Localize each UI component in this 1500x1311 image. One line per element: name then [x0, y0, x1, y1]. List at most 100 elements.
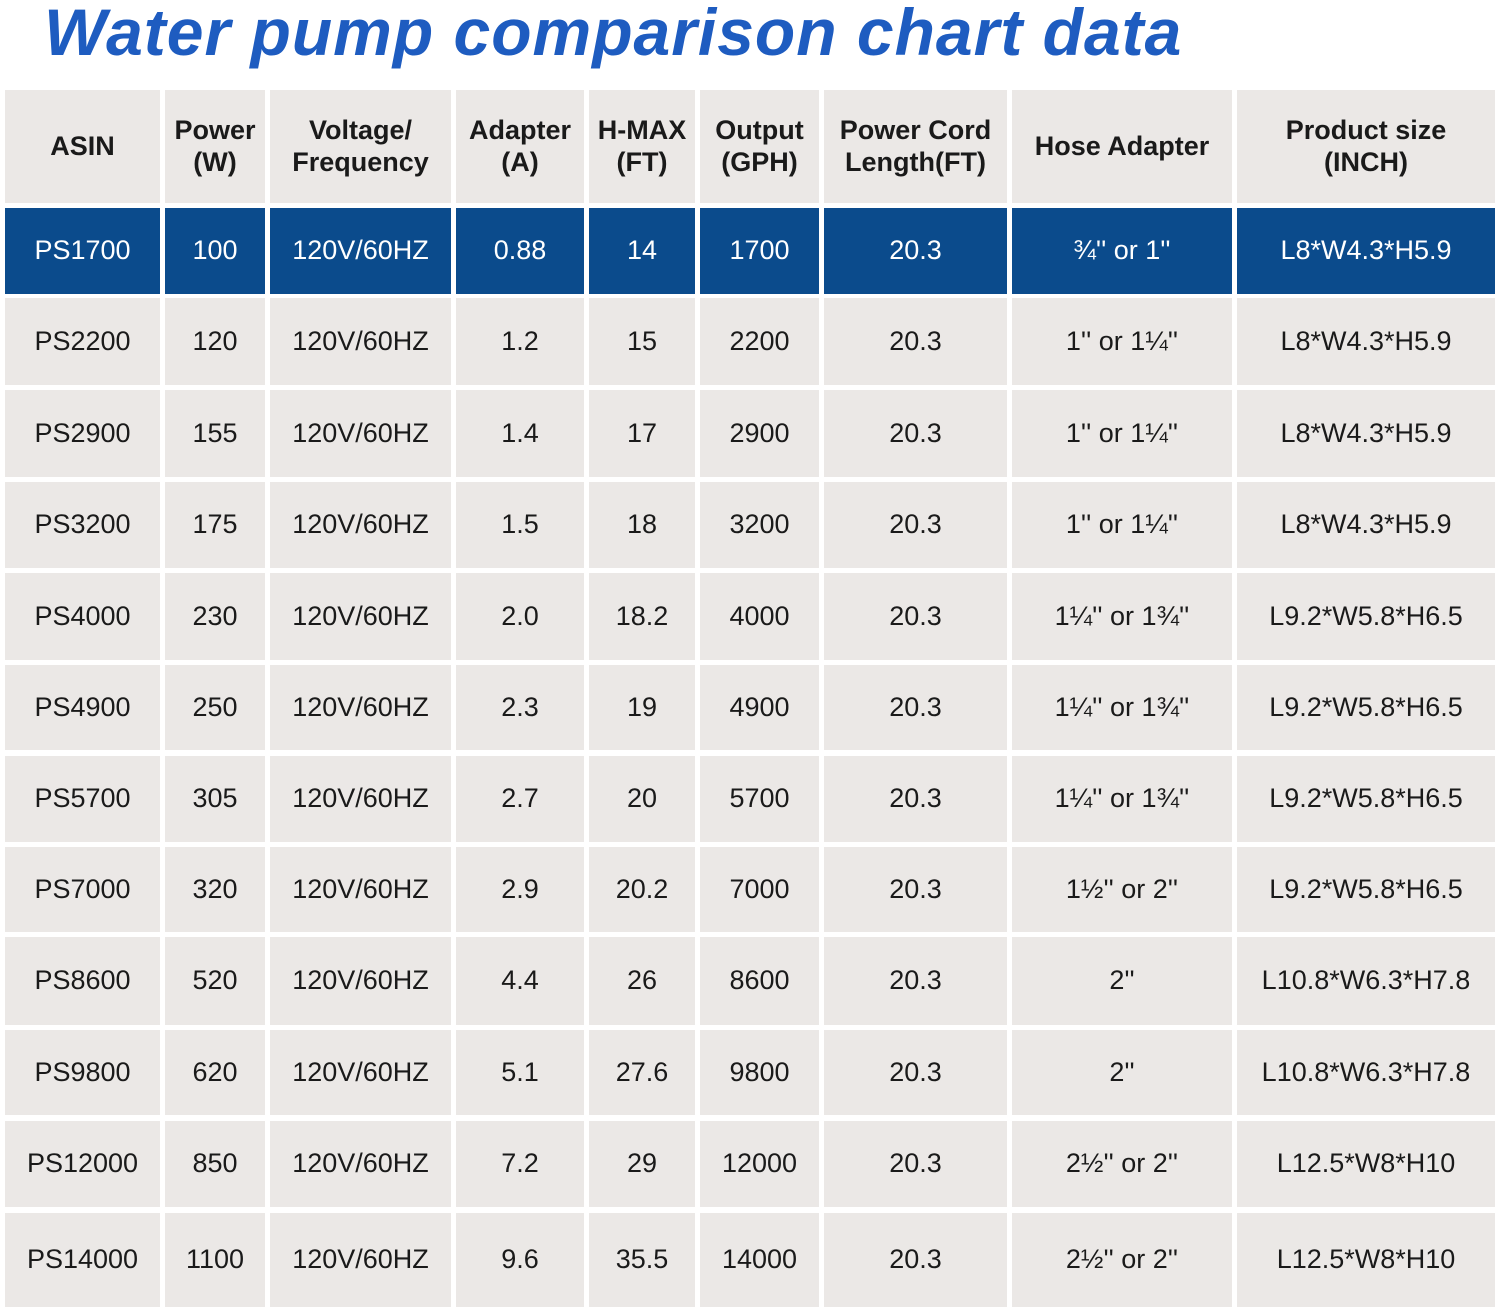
table-cell: 620: [165, 1030, 265, 1115]
table-cell: 4.4: [456, 937, 584, 1025]
table-cell: PS4000: [5, 573, 160, 660]
table-cell: 20.3: [824, 937, 1007, 1025]
table-cell: 12000: [700, 1121, 819, 1207]
table-cell: 1¼'' or 1¾'': [1012, 573, 1232, 660]
table-cell: 0.88: [456, 208, 584, 294]
table-cell: 1¼'' or 1¾'': [1012, 665, 1232, 750]
table-cell: 175: [165, 482, 265, 568]
table-cell: 20.3: [824, 390, 1007, 477]
table-cell: 5700: [700, 756, 819, 842]
table-cell: 120V/60HZ: [270, 573, 451, 660]
table-cell: L12.5*W8*H10: [1237, 1121, 1495, 1207]
table-cell: 1'' or 1¼'': [1012, 482, 1232, 568]
table-cell: PS8600: [5, 937, 160, 1025]
table-cell: PS2900: [5, 390, 160, 477]
table-cell: 120V/60HZ: [270, 847, 451, 932]
header-cell: Power Cord Length(FT): [824, 90, 1007, 203]
header-cell: Hose Adapter: [1012, 90, 1232, 203]
table-cell: 20.2: [589, 847, 695, 932]
table-cell: 120V/60HZ: [270, 390, 451, 477]
table-cell: 18: [589, 482, 695, 568]
table-cell: 20.3: [824, 756, 1007, 842]
table-cell: 35.5: [589, 1213, 695, 1307]
table-cell: 1'' or 1¼'': [1012, 298, 1232, 385]
table-cell: L8*W4.3*H5.9: [1237, 208, 1495, 294]
header-cell: Power (W): [165, 90, 265, 203]
table-cell: 1¼'' or 1¾'': [1012, 756, 1232, 842]
table-cell: 2200: [700, 298, 819, 385]
table-cell: 9.6: [456, 1213, 584, 1307]
table-cell: 20.3: [824, 573, 1007, 660]
table-cell: 320: [165, 847, 265, 932]
table-cell: 4000: [700, 573, 819, 660]
table-cell: PS5700: [5, 756, 160, 842]
table-cell: 230: [165, 573, 265, 660]
table-cell: 2½'' or 2'': [1012, 1213, 1232, 1307]
table-cell: 7000: [700, 847, 819, 932]
table-cell: 8600: [700, 937, 819, 1025]
table-cell: 20.3: [824, 298, 1007, 385]
table-cell: 100: [165, 208, 265, 294]
header-cell: ASIN: [5, 90, 160, 203]
table-cell: 20.3: [824, 482, 1007, 568]
table-cell: 20: [589, 756, 695, 842]
table-cell: 1.4: [456, 390, 584, 477]
table-cell: 20.3: [824, 847, 1007, 932]
table-cell: L10.8*W6.3*H7.8: [1237, 1030, 1495, 1115]
table-cell: 4900: [700, 665, 819, 750]
table-cell: 120V/60HZ: [270, 208, 451, 294]
table-cell: PS9800: [5, 1030, 160, 1115]
table-cell: L9.2*W5.8*H6.5: [1237, 847, 1495, 932]
table-cell: 2½'' or 2'': [1012, 1121, 1232, 1207]
table-cell: 2'': [1012, 1030, 1232, 1115]
table-cell: 20.3: [824, 665, 1007, 750]
table-cell: 120V/60HZ: [270, 1213, 451, 1307]
table-cell: 1100: [165, 1213, 265, 1307]
header-cell: Voltage/ Frequency: [270, 90, 451, 203]
table-cell: 18.2: [589, 573, 695, 660]
table-cell: PS4900: [5, 665, 160, 750]
table-cell: 2'': [1012, 937, 1232, 1025]
table-cell: 20.3: [824, 1121, 1007, 1207]
table-cell: 1½'' or 2'': [1012, 847, 1232, 932]
table-cell: 2900: [700, 390, 819, 477]
table-cell: 15: [589, 298, 695, 385]
table-cell: L8*W4.3*H5.9: [1237, 298, 1495, 385]
header-cell: Adapter (A): [456, 90, 584, 203]
table-cell: 9800: [700, 1030, 819, 1115]
table-cell: 305: [165, 756, 265, 842]
table-cell: PS2200: [5, 298, 160, 385]
table-cell: 120V/60HZ: [270, 298, 451, 385]
table-cell: PS3200: [5, 482, 160, 568]
table-cell: ¾'' or 1'': [1012, 208, 1232, 294]
table-cell: 1.5: [456, 482, 584, 568]
table-cell: PS14000: [5, 1213, 160, 1307]
table-cell: 7.2: [456, 1121, 584, 1207]
table-cell: 120: [165, 298, 265, 385]
header-cell: Output (GPH): [700, 90, 819, 203]
table-cell: 14: [589, 208, 695, 294]
table-cell: 120V/60HZ: [270, 937, 451, 1025]
table-cell: L12.5*W8*H10: [1237, 1213, 1495, 1307]
table-cell: 2.0: [456, 573, 584, 660]
table-cell: 20.3: [824, 1030, 1007, 1115]
table-cell: L8*W4.3*H5.9: [1237, 482, 1495, 568]
table-cell: 120V/60HZ: [270, 1121, 451, 1207]
table-cell: L10.8*W6.3*H7.8: [1237, 937, 1495, 1025]
table-cell: 26: [589, 937, 695, 1025]
table-cell: L9.2*W5.8*H6.5: [1237, 665, 1495, 750]
page-title: Water pump comparison chart data: [44, 0, 1183, 69]
table-cell: 20.3: [824, 1213, 1007, 1307]
table-cell: 120V/60HZ: [270, 1030, 451, 1115]
table-cell: 20.3: [824, 208, 1007, 294]
table-cell: 2.9: [456, 847, 584, 932]
table-cell: PS7000: [5, 847, 160, 932]
table-cell: 1'' or 1¼'': [1012, 390, 1232, 477]
header-cell: H-MAX (FT): [589, 90, 695, 203]
table-cell: 19: [589, 665, 695, 750]
table-cell: 155: [165, 390, 265, 477]
table-cell: 29: [589, 1121, 695, 1207]
header-cell: Product size (INCH): [1237, 90, 1495, 203]
table-cell: 120V/60HZ: [270, 665, 451, 750]
